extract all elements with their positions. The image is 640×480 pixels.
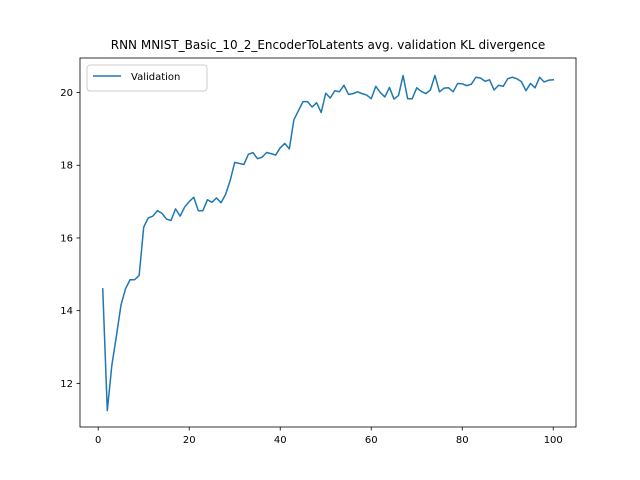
y-tick-label: 16: [60, 233, 73, 244]
axis-ticks: 0 20 40 60 80 100 12 14 16 18 20: [60, 88, 563, 446]
y-tick-label: 14: [60, 306, 73, 317]
series-line-validation: [101, 74, 555, 412]
x-tick-label: 0: [95, 435, 101, 446]
legend-box: [86, 64, 208, 92]
x-tick-label: 40: [274, 435, 287, 446]
chart-title: RNN MNIST_Basic_10_2_EncoderToLatents av…: [111, 38, 546, 52]
axes-frame: [79, 57, 577, 428]
x-tick-label: 100: [544, 435, 563, 446]
x-tick-label: 20: [183, 435, 196, 446]
x-tick-label: 80: [456, 435, 469, 446]
y-tick-label: 12: [60, 379, 73, 390]
legend: Validation: [86, 64, 208, 92]
x-tick-label: 60: [365, 435, 378, 446]
y-tick-label: 20: [60, 88, 73, 99]
legend-label: Validation: [131, 72, 180, 83]
y-tick-label: 18: [60, 161, 73, 172]
plot-area: [101, 74, 555, 412]
